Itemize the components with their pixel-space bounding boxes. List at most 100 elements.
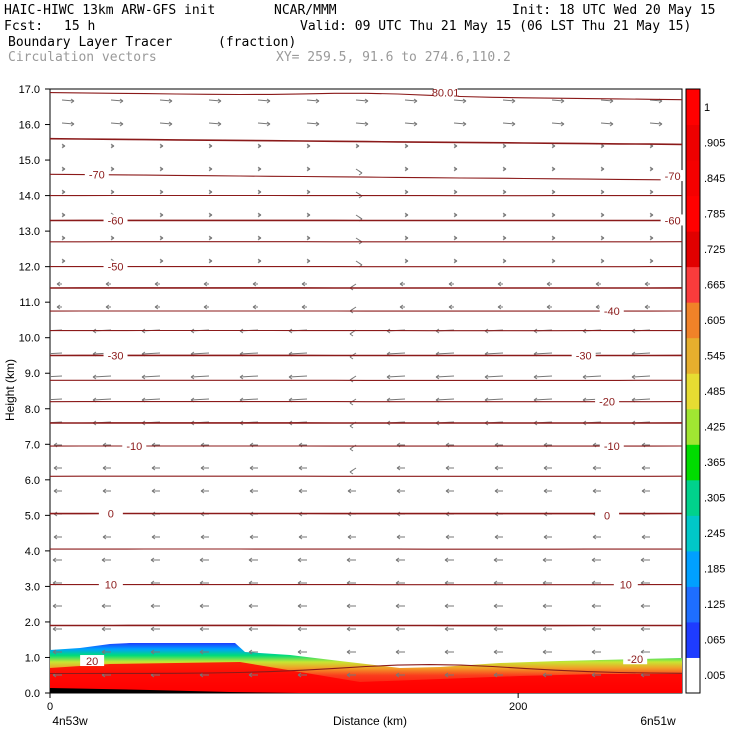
vector-head [435, 374, 440, 380]
vector-head [101, 626, 106, 632]
org-label: NCAR/MMM [274, 3, 337, 18]
vector-head [315, 98, 320, 104]
vector-head [595, 281, 600, 287]
vector-head [44, 352, 47, 356]
vector-shaft [649, 99, 663, 102]
vector-shaft [257, 99, 271, 102]
vector-shaft [600, 122, 614, 125]
vector-head [551, 212, 556, 218]
vector-head [502, 189, 507, 195]
vector-head [395, 557, 400, 563]
vector-head [448, 281, 453, 287]
vector-head [159, 143, 164, 149]
contour-line [50, 664, 682, 675]
vector-head [61, 235, 66, 241]
vector-head [101, 603, 106, 609]
vector-head [159, 212, 164, 218]
vector-head [298, 534, 303, 540]
vector-shaft [502, 99, 516, 102]
vector-head [150, 557, 155, 563]
y-tick-label: 16.0 [19, 120, 40, 132]
vector-head [168, 121, 173, 127]
vector-shaft [141, 375, 161, 378]
y-axis-label: Height (km) [3, 359, 17, 421]
colorbar-segment [686, 337, 700, 374]
init-time: Init: 18 UTC Wed 20 May 15 [512, 3, 716, 18]
vector-head [208, 166, 213, 172]
x-tick-label: 0 [47, 701, 53, 713]
vector-head [203, 281, 208, 287]
vector-shaft [239, 352, 259, 355]
vector-head [404, 189, 409, 195]
vector-head [199, 649, 204, 655]
contour-line [50, 173, 682, 181]
vector-head [396, 488, 401, 494]
vector-head [105, 304, 110, 310]
vector-head [358, 170, 363, 176]
vector-head [600, 235, 605, 241]
vector-head [444, 672, 449, 678]
vector-head [248, 626, 253, 632]
vector-head [502, 212, 507, 218]
contour-label: -50 [108, 262, 124, 274]
contour-label-bg [98, 507, 123, 519]
vector-head [355, 143, 360, 149]
vector-head [502, 166, 507, 172]
y-tick-label: 14.0 [19, 191, 40, 203]
vector-shaft [631, 352, 651, 355]
vector-head [640, 626, 645, 632]
vector-head [102, 465, 107, 471]
vector-head [110, 166, 115, 172]
vector-head [592, 465, 597, 471]
vector-head [396, 534, 401, 540]
vector-shaft [551, 99, 565, 102]
vector-head [533, 374, 538, 380]
x-axis-label: Distance (km) [333, 714, 407, 728]
y-tick-label: 4.0 [25, 546, 40, 558]
x-axis-right-label: 6n51w [640, 714, 676, 728]
vector-shaft [484, 398, 504, 401]
vector-head [493, 557, 498, 563]
field-name: Boundary Layer Tracer [8, 35, 173, 50]
vector-head [395, 626, 400, 632]
vector-head [266, 98, 271, 104]
vector-head [543, 465, 548, 471]
vector-head [208, 258, 213, 264]
vector-shaft [288, 398, 308, 401]
vector-head [591, 557, 596, 563]
vector-head [560, 121, 565, 127]
contour-label-bg [595, 395, 620, 407]
y-tick-label: 1.0 [25, 652, 40, 664]
vector-head [248, 603, 253, 609]
vector-head [151, 534, 156, 540]
vector-shaft [92, 398, 112, 401]
vector-head [257, 189, 262, 195]
vector-head [404, 143, 409, 149]
vector-head [315, 121, 320, 127]
vector-head [105, 281, 110, 287]
vector-head [298, 488, 303, 494]
vector-head [44, 375, 47, 379]
vector-head [297, 672, 302, 678]
colorbar-label: .545 [704, 350, 725, 362]
vector-head [453, 212, 458, 218]
contour-label: 10 [620, 580, 632, 592]
colorbar-segment [686, 231, 700, 268]
contour-label-bg [122, 440, 147, 452]
vector-shaft [631, 375, 651, 378]
colorbar-segment [686, 515, 700, 552]
vector-head [217, 121, 222, 127]
vector-shaft [50, 398, 63, 401]
colorbar-label: .425 [704, 422, 725, 434]
vector-head [257, 212, 262, 218]
vector-head [494, 534, 499, 540]
vector-head [150, 603, 155, 609]
colorbar-label: .245 [704, 528, 725, 540]
vector-head [346, 603, 351, 609]
colorbar-label: .305 [704, 493, 725, 505]
plot-area [49, 88, 683, 694]
contour-line [50, 92, 682, 101]
vector-head [497, 281, 502, 287]
vector-head [349, 423, 354, 429]
vector-head [444, 557, 449, 563]
